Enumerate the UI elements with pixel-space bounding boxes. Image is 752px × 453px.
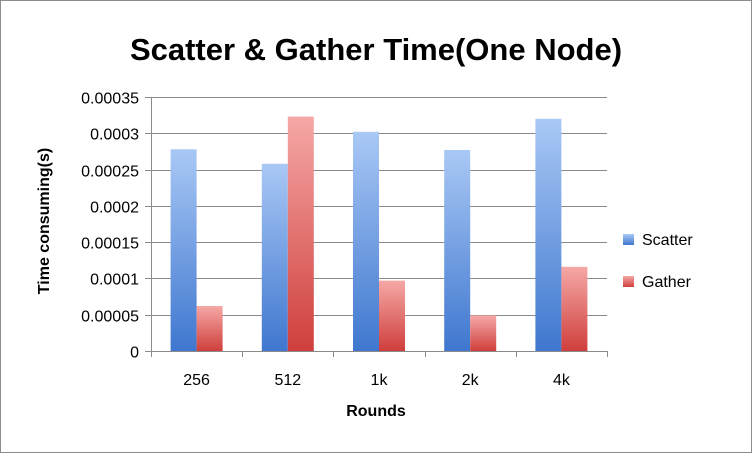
- y-tick-label: 0.00035: [81, 91, 139, 108]
- bar-gather-256: [196, 306, 223, 351]
- legend-swatch-scatter: [623, 234, 634, 245]
- x-axis-ticks: 256 512 1k 2k 4k: [183, 372, 571, 389]
- y-axis-ticks: 0 0.00005 0.0001 0.00015 0.0002 0.00025 0.0003…: [81, 91, 139, 362]
- bar-gather-1k: [379, 280, 405, 351]
- x-tick-label: 2k: [462, 372, 480, 389]
- y-tick-label: 0.00015: [81, 236, 139, 253]
- bar-scatter-4k: [535, 118, 562, 352]
- x-tick-label: 1k: [371, 372, 389, 389]
- x-tick-label: 512: [274, 372, 301, 389]
- bar-scatter-2k: [444, 149, 471, 351]
- bars: [170, 116, 588, 352]
- x-axis-title: Rounds: [346, 403, 406, 420]
- bar-gather-4k: [561, 266, 588, 351]
- legend: Scatter Gather: [623, 232, 693, 291]
- bar-gather-512: [287, 116, 314, 351]
- y-tick-label: 0.00005: [81, 309, 139, 326]
- x-tick-label: 256: [183, 372, 210, 389]
- legend-swatch-gather: [623, 276, 634, 287]
- y-tick-label: 0.0003: [90, 127, 139, 144]
- legend-label-gather: Gather: [642, 274, 692, 291]
- bar-scatter-512: [261, 163, 288, 351]
- bar-scatter-1k: [353, 131, 379, 351]
- chart-title: Scatter & Gather Time(One Node): [130, 32, 622, 67]
- x-tick-label: 4k: [553, 372, 571, 389]
- y-tick-label: 0.0001: [90, 272, 139, 289]
- y-tick-label: 0.00025: [81, 164, 139, 181]
- y-axis-title: Time consuming(s): [36, 148, 53, 294]
- y-tick-label: 0.0002: [90, 200, 139, 217]
- y-tick-label: 0: [130, 345, 139, 362]
- legend-label-scatter: Scatter: [642, 232, 693, 249]
- bar-scatter-256: [170, 149, 197, 351]
- bar-gather-2k: [470, 315, 497, 351]
